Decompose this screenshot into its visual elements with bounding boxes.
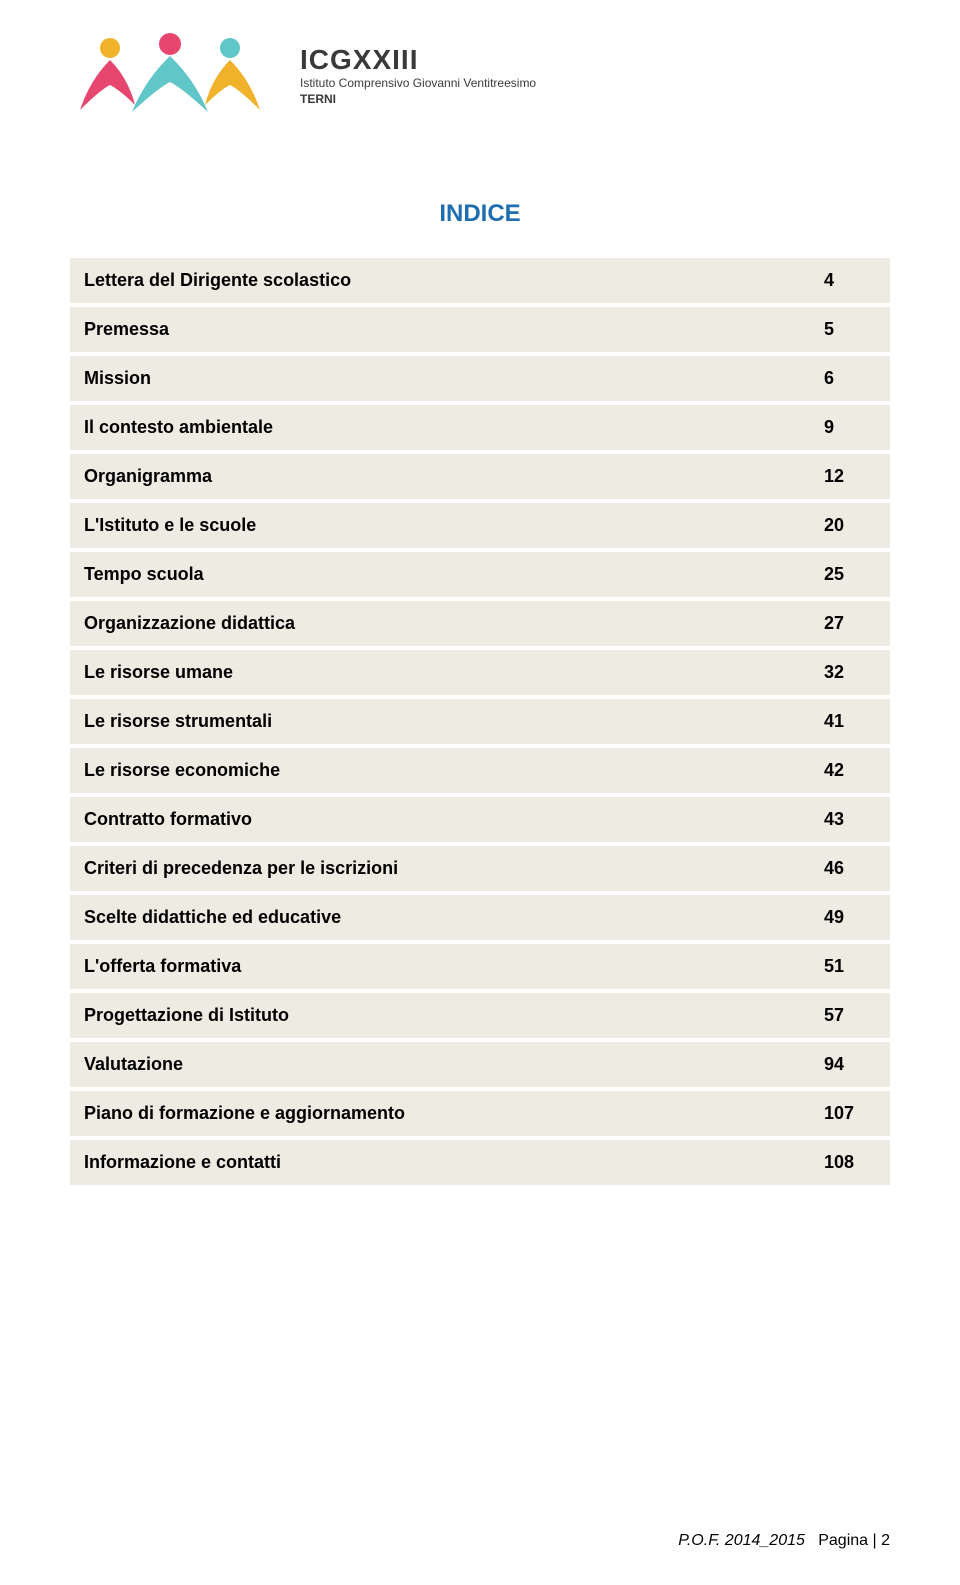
table-row: Scelte didattiche ed educative49 [70, 893, 890, 942]
index-page: 12 [810, 452, 890, 501]
logo-icon [70, 30, 270, 120]
index-page: 9 [810, 403, 890, 452]
page-header: ICGXXIII Istituto Comprensivo Giovanni V… [70, 30, 890, 120]
table-row: Lettera del Dirigente scolastico4 [70, 258, 890, 305]
index-page: 108 [810, 1138, 890, 1187]
table-row: Le risorse strumentali41 [70, 697, 890, 746]
index-page: 49 [810, 893, 890, 942]
index-label: Le risorse strumentali [70, 697, 810, 746]
index-label: Le risorse economiche [70, 746, 810, 795]
index-label: Tempo scuola [70, 550, 810, 599]
page-title: INDICE [70, 200, 890, 228]
table-row: Le risorse economiche42 [70, 746, 890, 795]
footer-page [809, 1532, 818, 1549]
table-row: Valutazione94 [70, 1040, 890, 1089]
index-label: Mission [70, 354, 810, 403]
brand-title: ICGXXIII [300, 44, 536, 76]
index-page: 41 [810, 697, 890, 746]
index-page: 4 [810, 258, 890, 305]
index-page: 42 [810, 746, 890, 795]
table-row: Progettazione di Istituto57 [70, 991, 890, 1040]
index-page: 27 [810, 599, 890, 648]
index-label: Piano di formazione e aggiornamento [70, 1089, 810, 1138]
index-label: Le risorse umane [70, 648, 810, 697]
footer-source: P.O.F. 2014_2015 [678, 1532, 805, 1549]
index-label: Criteri di precedenza per le iscrizioni [70, 844, 810, 893]
index-page: 107 [810, 1089, 890, 1138]
table-row: Organigramma12 [70, 452, 890, 501]
index-label: L'Istituto e le scuole [70, 501, 810, 550]
index-label: Organigramma [70, 452, 810, 501]
index-page: 57 [810, 991, 890, 1040]
logo-figures [70, 30, 270, 120]
table-row: Tempo scuola25 [70, 550, 890, 599]
index-page: 5 [810, 305, 890, 354]
index-page: 25 [810, 550, 890, 599]
footer-page-label: Pagina | 2 [818, 1532, 890, 1549]
index-page: 51 [810, 942, 890, 991]
table-row: Informazione e contatti108 [70, 1138, 890, 1187]
table-row: Criteri di precedenza per le iscrizioni4… [70, 844, 890, 893]
index-page: 94 [810, 1040, 890, 1089]
index-label: Informazione e contatti [70, 1138, 810, 1187]
index-label: Valutazione [70, 1040, 810, 1089]
table-row: Il contesto ambientale9 [70, 403, 890, 452]
index-table: Lettera del Dirigente scolastico4Premess… [70, 258, 890, 1189]
table-row: Organizzazione didattica27 [70, 599, 890, 648]
table-row: Mission6 [70, 354, 890, 403]
index-label: Progettazione di Istituto [70, 991, 810, 1040]
index-label: Il contesto ambientale [70, 403, 810, 452]
index-label: Organizzazione didattica [70, 599, 810, 648]
table-row: Le risorse umane32 [70, 648, 890, 697]
brand-city: TERNI [300, 92, 536, 106]
table-row: L'Istituto e le scuole20 [70, 501, 890, 550]
index-page: 20 [810, 501, 890, 550]
brand-subtitle: Istituto Comprensivo Giovanni Ventitrees… [300, 76, 536, 90]
page-footer: P.O.F. 2014_2015 Pagina | 2 [678, 1532, 890, 1550]
table-row: Premessa5 [70, 305, 890, 354]
index-page: 32 [810, 648, 890, 697]
index-page: 43 [810, 795, 890, 844]
index-label: Premessa [70, 305, 810, 354]
index-label: Scelte didattiche ed educative [70, 893, 810, 942]
table-row: L'offerta formativa51 [70, 942, 890, 991]
index-page: 46 [810, 844, 890, 893]
index-label: L'offerta formativa [70, 942, 810, 991]
table-row: Contratto formativo43 [70, 795, 890, 844]
index-label: Lettera del Dirigente scolastico [70, 258, 810, 305]
index-label: Contratto formativo [70, 795, 810, 844]
index-page: 6 [810, 354, 890, 403]
table-row: Piano di formazione e aggiornamento107 [70, 1089, 890, 1138]
brand-block: ICGXXIII Istituto Comprensivo Giovanni V… [300, 44, 536, 106]
